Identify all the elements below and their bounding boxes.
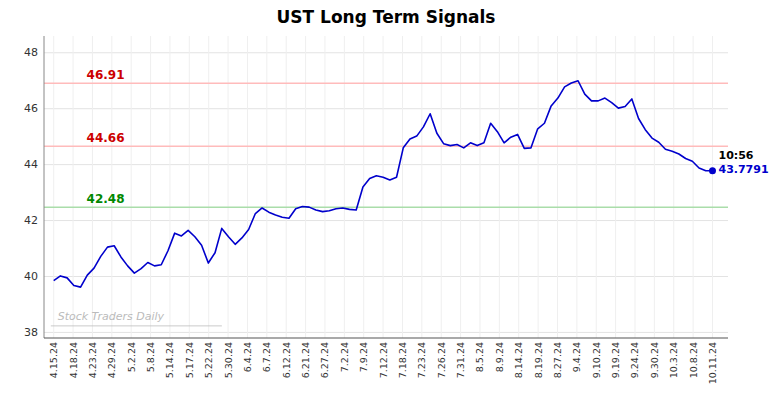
grid-line-x [460, 36, 461, 338]
x-tick-label: 6.27.24 [319, 342, 330, 378]
grid-line-x [150, 36, 151, 338]
x-tick-label: 8.14.24 [513, 342, 524, 378]
grid [44, 36, 728, 338]
grid-line-x [73, 36, 74, 338]
grid-line-x [169, 36, 170, 338]
reference-label: 46.91 [87, 68, 125, 82]
grid-line-x [266, 36, 267, 338]
x-tick-label: 5.2.24 [126, 342, 137, 372]
plot-area [44, 81, 728, 287]
reference-line [44, 145, 728, 147]
x-axis-line [44, 337, 728, 338]
grid-line-x [654, 36, 655, 338]
last-point [709, 167, 716, 174]
grid-line-x [596, 36, 597, 338]
x-tick-label: 8.19.24 [533, 342, 544, 378]
chart: 38 40 42 44 46 48 4.15.24 4.18.24 4.23.24 4.29.24… [0, 0, 784, 398]
x-tick-label: 7.18.24 [397, 342, 408, 378]
x-tick-label: 7.9.24 [358, 342, 369, 372]
last-value-label: 43.7791 [718, 163, 768, 176]
grid-line-x [712, 36, 713, 338]
x-tick-label: 10.8.24 [688, 342, 699, 378]
x-tick-label: 5.8.24 [145, 342, 156, 372]
x-tick-label: 10.3.24 [668, 342, 679, 378]
x-tick-label: 5.17.24 [184, 342, 195, 378]
reference-label: 44.66 [87, 131, 125, 145]
x-tick-label: 9.19.24 [610, 342, 621, 378]
x-tick-label: 5.22.24 [203, 342, 214, 378]
annotations: 46.91 44.66 42.48 10:5643.7791 Stock Traders… [51, 68, 769, 326]
grid-line-x [615, 36, 616, 338]
grid-line-x [344, 36, 345, 338]
grid-line-x [402, 36, 403, 338]
reference-line [44, 206, 728, 208]
y-tick-label: 44 [24, 158, 38, 171]
x-tick-label: 4.29.24 [106, 342, 117, 378]
grid-line-x [189, 36, 190, 338]
x-tick-label: 6.12.24 [281, 342, 292, 378]
grid-line-x [228, 36, 229, 338]
grid-line-x [673, 36, 674, 338]
grid-line-x [208, 36, 209, 338]
grid-line-x [557, 36, 558, 338]
x-tick-label: 6.7.24 [261, 342, 272, 372]
x-tick-label: 8.27.24 [552, 342, 563, 378]
price-line [54, 81, 713, 287]
grid-line-x [634, 36, 635, 338]
grid-line-x [441, 36, 442, 338]
x-tick-label: 6.4.24 [242, 342, 253, 372]
grid-line-y [44, 52, 728, 53]
x-tick-label: 8.5.24 [474, 342, 485, 372]
grid-line-x [286, 36, 287, 338]
grid-line-x [499, 36, 500, 338]
x-tick-label: 7.23.24 [416, 342, 427, 378]
x-tick-label: 9.10.24 [591, 342, 602, 378]
x-tick-label: 5.30.24 [223, 342, 234, 378]
grid-line-x [53, 36, 54, 338]
x-tick-label: 10.11.24 [707, 342, 718, 384]
y-tick-label: 48 [24, 46, 38, 59]
grid-line-y [44, 332, 728, 333]
grid-line-x [305, 36, 306, 338]
reference-label: 42.48 [87, 192, 125, 206]
y-axis-line [44, 36, 45, 338]
x-tick-label: 7.12.24 [378, 342, 389, 378]
grid-line-x [693, 36, 694, 338]
grid-line-y [44, 108, 728, 109]
x-tick-label: 9.24.24 [629, 342, 640, 378]
title: UST Long Term Signals [277, 7, 496, 27]
y-tick-label: 40 [24, 270, 38, 283]
watermark-rule [51, 325, 222, 326]
reference-line [44, 83, 728, 85]
x-tick-label: 9.4.24 [571, 342, 582, 372]
x-tick-label: 6.21.24 [300, 342, 311, 378]
grid-line-y [44, 276, 728, 277]
grid-line-y [44, 220, 728, 221]
grid-line-y [44, 164, 728, 165]
x-tick-label: 7.26.24 [436, 342, 447, 378]
grid-line-x [324, 36, 325, 338]
grid-line-x [131, 36, 132, 338]
grid-line-x [479, 36, 480, 338]
grid-line-x [383, 36, 384, 338]
x-tick-label: 9.30.24 [649, 342, 660, 378]
grid-line-x [538, 36, 539, 338]
x-tick-label: 7.2.24 [339, 342, 350, 372]
axes: 38 40 42 44 46 48 4.15.24 4.18.24 4.23.24 4.29.24… [24, 36, 728, 384]
x-tick-label: 4.18.24 [68, 342, 79, 378]
x-tick-label: 8.9.24 [494, 342, 505, 372]
y-tick-label: 42 [24, 214, 38, 227]
y-tick-label: 46 [24, 102, 38, 115]
grid-line-x [247, 36, 248, 338]
x-tick-label: 4.23.24 [87, 342, 98, 378]
grid-line-x [518, 36, 519, 338]
grid-line-x [421, 36, 422, 338]
x-tick-label: 7.31.24 [455, 342, 466, 378]
x-tick-label: 4.15.24 [48, 342, 59, 378]
background [0, 0, 784, 398]
x-tick-label: 5.14.24 [164, 342, 175, 378]
last-time-label: 10:56 [718, 149, 753, 162]
watermark: Stock Traders Daily [58, 310, 165, 323]
y-tick-label: 38 [24, 326, 38, 339]
